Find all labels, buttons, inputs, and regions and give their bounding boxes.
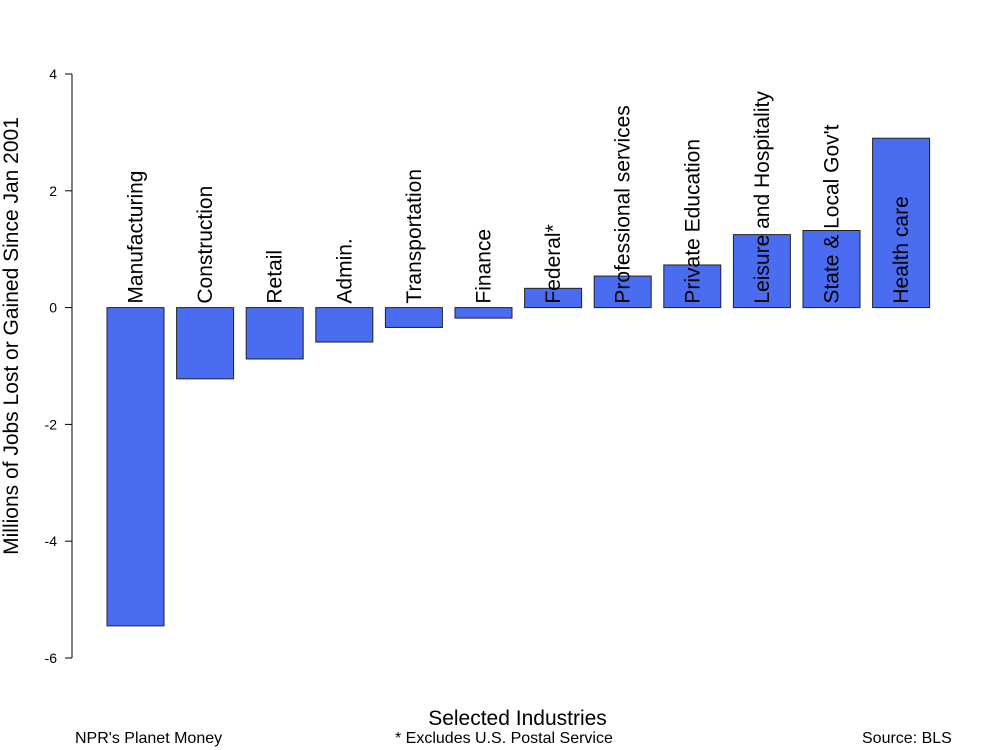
source-text: Source: BLS xyxy=(862,730,952,747)
footnote-text: * Excludes U.S. Postal Service xyxy=(395,730,613,747)
bar-category-label: Leisure and Hospitality xyxy=(751,91,774,304)
bar-category-label: Construction xyxy=(194,186,217,304)
bar xyxy=(384,307,443,328)
bar xyxy=(176,307,235,380)
bar-category-label: Federal* xyxy=(542,224,565,303)
bar xyxy=(593,275,652,309)
bar xyxy=(524,287,583,309)
bar xyxy=(245,307,304,360)
bar xyxy=(802,230,861,309)
y-tick-label: -6 xyxy=(45,650,58,666)
bar xyxy=(663,264,722,309)
credit-text: NPR's Planet Money xyxy=(75,730,223,747)
y-tick-label: 2 xyxy=(49,183,57,199)
y-axis-label: Millions of Jobs Lost or Gained Since Ja… xyxy=(0,117,23,555)
bar-category-label: Transportation xyxy=(403,169,426,304)
bar xyxy=(732,234,791,309)
category-labels: Manufacturing Construction Retail Admin. Tra… xyxy=(125,91,914,304)
bar-category-label: Manufacturing xyxy=(125,171,148,304)
bar xyxy=(106,307,165,627)
y-axis: 4 2 0 -2 -4 -6 xyxy=(45,66,73,666)
y-tick-label: 0 xyxy=(49,300,57,316)
bar-category-label: State & Local Gov't xyxy=(821,124,844,303)
bar-category-label: Retail xyxy=(264,250,287,304)
y-tick-label: -2 xyxy=(45,416,58,432)
bar-category-label: Professional services xyxy=(612,105,635,303)
bar xyxy=(872,137,931,309)
bar-category-label: Private Education xyxy=(681,139,704,304)
x-axis-label: Selected Industries xyxy=(428,707,607,730)
bar-category-label: Admin. xyxy=(333,238,356,303)
bars xyxy=(106,137,931,627)
bar xyxy=(315,307,374,343)
bar-category-label: Health care xyxy=(890,196,913,303)
y-tick-label: -4 xyxy=(45,533,58,549)
y-tick-label: 4 xyxy=(49,66,57,82)
bar-category-label: Finance xyxy=(473,229,496,304)
bar xyxy=(454,307,513,319)
